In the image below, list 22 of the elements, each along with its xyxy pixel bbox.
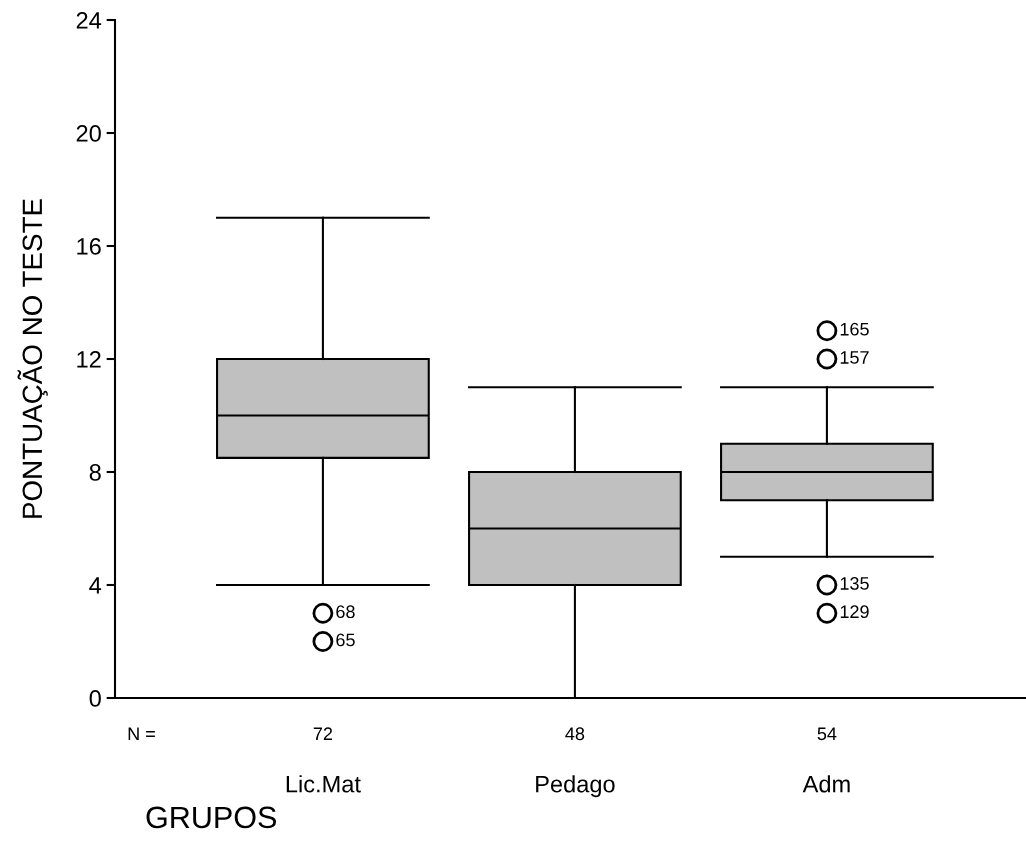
annotation: 157 xyxy=(840,351,869,364)
annotation: 68 xyxy=(336,605,355,619)
x-axis-title: GRUPOS xyxy=(146,806,277,829)
annotation: 129 xyxy=(840,605,869,619)
y-tick-label: 8 xyxy=(89,464,101,481)
y-tick-label: 12 xyxy=(77,351,101,368)
text: N = xyxy=(128,727,155,740)
text: 54 xyxy=(817,727,837,741)
y-axis-title: PONTUAÇÃO NO TESTE xyxy=(17,199,48,518)
annotation: 135 xyxy=(840,577,869,590)
x-tick-label: Lic.Mat xyxy=(286,775,361,793)
y-tick-label: 4 xyxy=(89,577,102,594)
x-tick-label: Pedago xyxy=(536,775,615,798)
annotation: 165 xyxy=(840,322,869,336)
text: 48 xyxy=(565,727,585,741)
y-tick-label: 24 xyxy=(76,12,102,29)
x-tick-label: Adm xyxy=(802,775,850,793)
text: 72 xyxy=(313,727,333,740)
y-tick-label: 20 xyxy=(76,125,101,142)
y-tick-label: 0 xyxy=(89,690,101,707)
annotation: 65 xyxy=(336,633,355,647)
y-tick-label: 16 xyxy=(77,238,101,255)
